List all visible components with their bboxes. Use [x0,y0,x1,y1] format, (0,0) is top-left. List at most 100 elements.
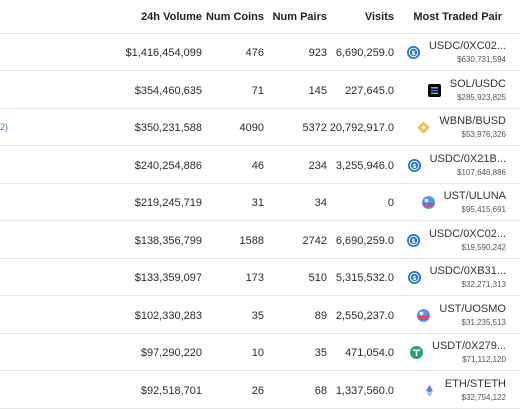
volume-cell: $240,254,886 [134,159,202,172]
most-traded-pair[interactable]: USDT/0X279... $71,112,120 [410,339,506,367]
header-most-traded-pair: Most Traded Pair [413,11,502,23]
num-coins-cell: 31 [251,197,264,209]
num-coins-cell: 1588 [239,234,264,247]
usdc-icon: $ [408,158,421,172]
num-coins-cell: 26 [251,384,264,397]
table-row[interactable]: $138,356,799 1588 2742 6,690,259.0 USDC/0XC0… [0,222,520,259]
most-traded-pair[interactable]: SOL/USDC $285,923,825 [428,77,506,105]
table-row[interactable]: $97,290,220 10 35 471,054.0 USDT/0X279... $71… [0,334,520,371]
volume-cell: $133,359,097 [134,272,202,284]
table-row[interactable]: 2) $350,231,588 4090 5372 20,792,917.0 WBNB/B… [0,109,520,146]
ust-icon [422,196,435,209]
svg-text:$: $ [412,163,416,170]
table-row[interactable]: $240,254,886 46 234 3,255,946.0 USDC/0X21B..… [0,147,520,184]
visits-cell: 471,054.0 [345,347,394,359]
pair-volume: $95,415,691 [461,205,507,214]
svg-text:$: $ [411,238,415,245]
num-pairs-cell: 5372 [302,122,327,134]
table-row[interactable]: $219,245,719 31 34 0 UST/ULUNA $95,415,691 [0,184,520,221]
header-num-pairs[interactable]: Num Pairs [272,11,327,23]
visits-cell: 6,690,259.0 [335,47,394,59]
pair-name[interactable]: USDC/0XB31... [429,265,506,277]
svg-text:$: $ [412,275,416,282]
most-traded-pair[interactable]: UST/UOSMO $31,235,513 [417,302,507,330]
usdc-icon: $ [407,46,420,59]
sol-icon [428,83,441,97]
most-traded-pair[interactable]: WBNB/BUSD $53,976,326 [417,114,507,142]
pair-volume: $31,235,513 [461,317,507,327]
num-pairs-cell: 35 [314,347,327,359]
eth-icon [423,384,436,397]
volume-cell: $138,356,799 [134,234,202,247]
volume-cell: $354,460,635 [134,84,202,97]
table-header: 24h Volume Num Coins Num Pairs Visits Mo… [0,0,520,34]
num-pairs-cell: 34 [314,197,327,209]
pair-volume: $107,646,886 [457,167,506,177]
pair-name[interactable]: USDC/0XC02... [428,40,506,52]
table-row[interactable]: $1,416,454,099 476 923 6,690,259.0 USDC/0XC0… [0,34,520,71]
most-traded-pair[interactable]: USDC/0X21B... $107,646,886 $ [408,152,506,180]
most-traded-pair[interactable]: USDC/0XC02... $630,731,594 $ [407,39,506,67]
visits-cell: 20,792,917.0 [329,122,394,134]
pair-name[interactable]: USDT/0X279... [432,340,506,352]
pair-volume: $53,976,326 [461,130,507,139]
num-coins-cell: 46 [251,159,264,172]
bnb-icon [417,121,430,134]
visits-cell: 2,550,237.0 [335,309,394,322]
num-coins-cell: 476 [245,47,264,59]
volume-cell: $1,416,454,099 [125,47,202,59]
num-coins-cell: 35 [251,309,264,322]
header-24h-volume[interactable]: 24h Volume [141,11,202,23]
pair-name[interactable]: USDC/0XC02... [428,227,506,240]
exchange-name-fragment[interactable]: 2) [0,122,9,132]
most-traded-pair[interactable]: UST/ULUNA $95,415,691 [422,189,507,217]
pair-name[interactable]: SOL/USDC [449,77,506,90]
most-traded-pair[interactable]: USDC/0XB31... $32,271,313 $ [408,264,507,292]
visits-cell: 3,255,946.0 [335,159,394,172]
header-num-coins[interactable]: Num Coins [205,11,264,23]
pair-name[interactable]: WBNB/BUSD [439,115,506,127]
volume-cell: $92,518,701 [140,384,202,397]
pair-volume: $71,112,120 [462,355,506,364]
usdc-icon: $ [407,233,420,247]
table-row[interactable]: $102,330,283 35 89 2,550,237.0 UST/UOSMO $31,… [0,297,520,334]
usdc-icon: $ [408,271,421,284]
num-pairs-cell: 234 [308,159,327,172]
pair-volume: $285,923,825 [457,92,506,102]
volume-cell: $97,290,220 [140,347,202,359]
pair-volume: $19,590,242 [461,242,507,252]
volume-cell: $350,231,588 [134,122,202,134]
pair-volume: $32,754,122 [461,392,507,402]
num-coins-cell: 10 [251,347,264,359]
usdt-icon [410,346,423,359]
num-pairs-cell: 145 [308,84,327,97]
visits-cell: 5,315,532.0 [335,272,394,284]
volume-cell: $219,245,719 [134,197,202,209]
table-row[interactable]: $92,518,701 26 68 1,337,560.0 ETH/STETH $32,7… [0,372,520,409]
visits-cell: 1,337,560.0 [335,384,394,397]
num-coins-cell: 173 [245,272,264,284]
visits-cell: 6,690,259.0 [335,234,394,247]
table-row[interactable]: $354,460,635 71 145 227,645.0 SOL/USDC $285,9… [0,72,520,109]
visits-cell: 227,645.0 [345,84,394,97]
most-traded-pair[interactable]: USDC/0XC02... $19,590,242 $ [407,227,507,255]
table-row[interactable]: $133,359,097 173 510 5,315,532.0 USDC/0XB31.… [0,259,520,296]
pair-name[interactable]: ETH/STETH [444,377,506,390]
pair-name[interactable]: UST/ULUNA [443,190,506,202]
visits-cell: 0 [387,197,394,209]
num-pairs-cell: 923 [308,47,327,59]
header-visits[interactable]: Visits [364,11,394,23]
num-pairs-cell: 89 [314,309,327,322]
pair-name[interactable]: UST/UOSMO [439,302,506,315]
num-pairs-cell: 2742 [302,234,327,247]
ust-icon [417,308,430,322]
pair-name[interactable]: USDC/0X21B... [429,152,506,165]
svg-text:$: $ [411,50,415,57]
num-pairs-cell: 68 [314,384,327,397]
num-coins-cell: 71 [251,84,264,97]
num-pairs-cell: 510 [308,272,327,284]
pair-volume: $630,731,594 [457,55,506,64]
num-coins-cell: 4090 [239,122,264,134]
most-traded-pair[interactable]: ETH/STETH $32,754,122 [426,377,507,405]
pair-volume: $32,271,313 [461,280,507,289]
